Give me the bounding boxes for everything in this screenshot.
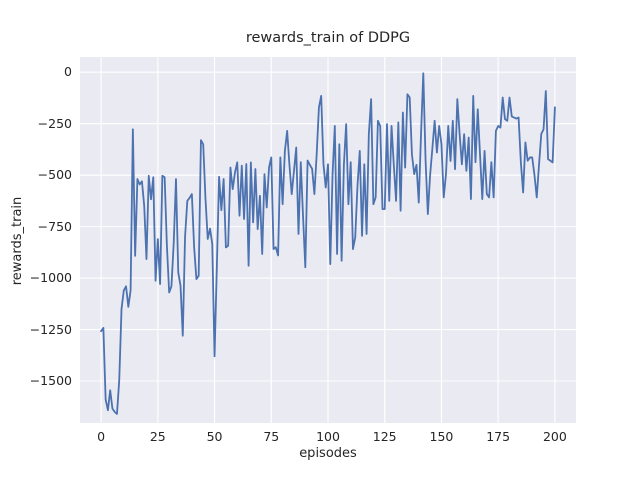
y-tick-label: −750 [37,218,72,234]
x-tick-label: 25 [149,429,166,444]
x-tick-label: 175 [486,429,511,444]
x-tick-label: 125 [372,429,397,444]
y-tick-label: 0 [64,64,72,80]
y-tick-label: −500 [37,167,72,183]
x-tick-label: 0 [97,429,106,444]
x-tick-label: 100 [316,429,340,444]
gridlines [80,57,576,423]
y-tick-label: −1000 [29,270,72,286]
y-tick-label: −1250 [29,321,72,337]
x-tick-label: 50 [206,429,223,444]
y-axis-label: rewards_train [10,196,25,286]
x-tick-label: 75 [263,429,280,444]
y-tick-label: −250 [37,115,72,131]
line-chart [80,57,576,423]
y-tick-label: −1500 [29,373,72,388]
rewards-train-line-series [100,72,556,415]
x-axis-label: episodes [299,446,357,461]
plot-area [80,57,576,423]
chart-title: rewards_train of DDPG [245,30,411,46]
x-tick-label: 200 [542,429,567,444]
x-tick-label: 150 [429,429,454,444]
